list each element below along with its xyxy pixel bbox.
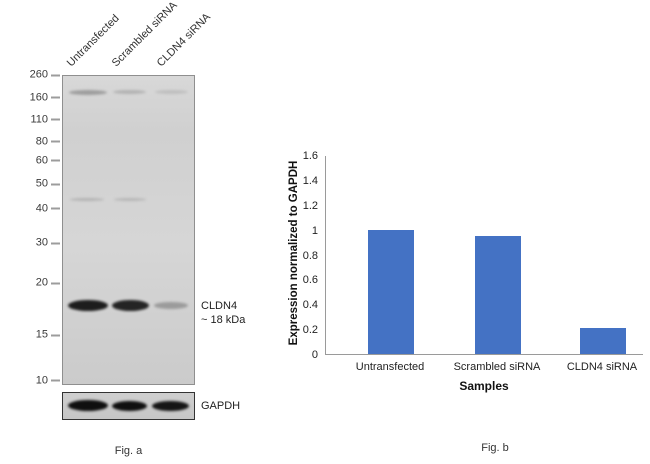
y-tick-label: 0.8 (302, 249, 318, 262)
y-tick-label: 1.6 (302, 150, 318, 162)
bar-untransfected (368, 230, 414, 354)
band-faint-lane1 (70, 198, 104, 201)
caption-fig-b: Fig. b (481, 442, 509, 454)
mw-tick-dash (51, 334, 60, 337)
y-tick-label: 0.2 (302, 324, 318, 337)
mw-marker: 110 (30, 114, 60, 125)
target-band-annotation: CLDN4 ~ 18 kDa (201, 299, 245, 327)
y-tick-label: 1.4 (302, 174, 318, 187)
y-tick-label: 1 (311, 224, 318, 237)
molecular-weight-ladder: 260 160 110 80 60 50 40 30 20 15 10 (12, 69, 60, 386)
mw-marker: 30 (36, 237, 60, 249)
mw-tick-dash (51, 118, 60, 121)
x-tick-label: CLDN4 siRNA (566, 361, 638, 373)
band-gapdh-lane1 (68, 400, 108, 411)
blot-membrane-gapdh (62, 392, 195, 420)
band-nonspecific-lane2 (113, 90, 146, 94)
mw-marker: 50 (36, 178, 60, 190)
band-nonspecific-lane3 (155, 90, 188, 94)
mw-marker: 20 (36, 277, 60, 289)
blot-membrane-main (62, 75, 195, 385)
caption-fig-a: Fig. a (114, 445, 143, 457)
bar-cldn4-sirna (580, 328, 626, 354)
mw-tick-dash (51, 242, 60, 245)
mw-tick-dash (51, 140, 60, 143)
chart-plot-area (325, 156, 643, 355)
mw-tick-dash (51, 282, 60, 284)
y-tick-label: 1.2 (302, 199, 318, 212)
y-tick-label: 0.6 (302, 274, 318, 287)
mw-marker: 60 (36, 155, 60, 166)
mw-tick-dash (51, 207, 60, 210)
x-tick-label: Scrambled siRNA (453, 361, 541, 373)
bar-scrambled-sirna (475, 236, 521, 354)
mw-tick-dash (51, 159, 60, 162)
mw-marker: 40 (36, 203, 60, 214)
band-cldn4-lane1 (68, 300, 108, 311)
target-band-name: CLDN4 (201, 300, 238, 312)
mw-tick-dash (51, 183, 60, 186)
mw-marker: 80 (36, 136, 60, 147)
x-tick-label: Untransfected (355, 361, 425, 373)
mw-marker: 160 (30, 92, 60, 103)
mw-marker: 15 (36, 329, 60, 341)
band-gapdh-lane3 (152, 401, 189, 411)
target-band-size: ~ 18 kDa (201, 314, 246, 326)
mw-tick-dash (51, 74, 60, 76)
y-tick-label: 0.4 (302, 299, 318, 312)
y-tick-label: 0 (311, 349, 318, 361)
x-axis-tick-labels: Untransfected Scrambled siRNA CLDN4 siRN… (325, 361, 643, 375)
band-cldn4-lane2 (112, 300, 149, 311)
mw-marker: 260 (30, 69, 60, 81)
y-axis-tick-labels: 1.6 1.4 1.2 1 0.8 0.6 0.4 0.2 0 (286, 150, 318, 361)
gapdh-label: GAPDH (201, 400, 241, 412)
mw-tick-dash (51, 379, 60, 382)
mw-marker: 10 (36, 375, 60, 386)
x-axis-label: Samples (459, 379, 509, 393)
band-faint-lane2 (114, 198, 146, 201)
band-cldn4-lane3 (154, 302, 188, 309)
mw-tick-dash (51, 96, 60, 99)
band-nonspecific-lane1 (69, 90, 107, 95)
band-gapdh-lane2 (112, 401, 147, 411)
